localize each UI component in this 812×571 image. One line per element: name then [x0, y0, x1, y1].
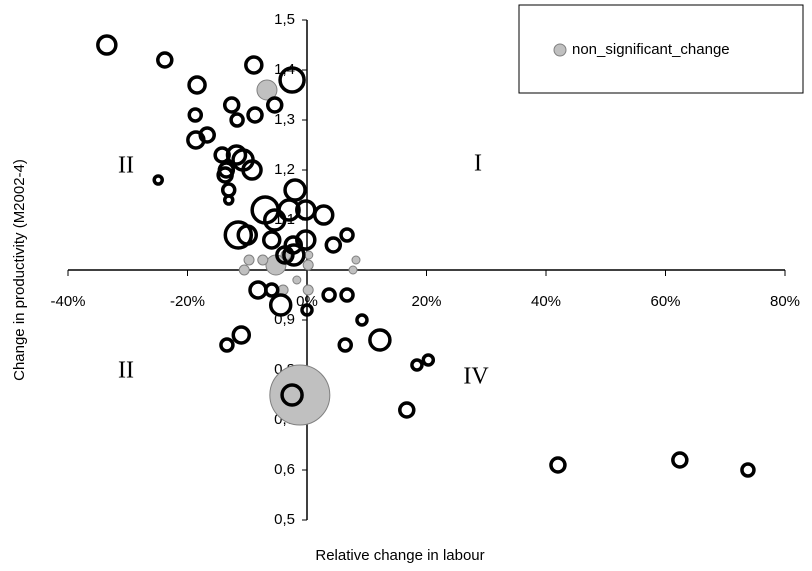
bubble: [238, 264, 250, 276]
y-tick-label: 1,2: [274, 161, 295, 178]
x-tick-label: 20%: [411, 293, 441, 310]
ring-bubble: [549, 456, 567, 474]
quadrant-label: I: [474, 151, 482, 177]
ring-bubble: [219, 337, 235, 353]
ring-bubble: [337, 337, 353, 353]
ring-bubble: [410, 358, 424, 372]
bubble: [269, 364, 331, 426]
ring-bubble: [339, 227, 355, 243]
ring-bubble: [152, 174, 164, 186]
quadrant-label: II: [118, 358, 134, 384]
ring-bubble: [280, 383, 304, 407]
bubble: [256, 79, 278, 101]
ring-bubble: [187, 107, 204, 123]
y-tick-label: 1,5: [274, 11, 295, 28]
ring-bubble: [248, 280, 268, 300]
ring-bubble: [220, 182, 237, 198]
ring-bubble: [398, 401, 416, 419]
bubble: [304, 250, 314, 260]
y-tick-label: 1,3: [274, 111, 295, 128]
bubble: [292, 275, 302, 285]
ring-bubble: [262, 208, 287, 232]
ring-bubble: [265, 96, 284, 114]
ring-bubble: [263, 282, 280, 298]
ring-bubble: [156, 51, 174, 69]
ring-bubble: [324, 236, 343, 254]
ring-bubble: [236, 224, 258, 246]
ring-bubble: [244, 55, 264, 75]
ring-bubble: [198, 126, 216, 144]
ring-bubble: [671, 451, 689, 469]
ring-bubble: [355, 313, 369, 327]
x-tick-label: 80%: [770, 293, 800, 310]
x-tick-label: 40%: [531, 293, 561, 310]
ring-bubble: [295, 229, 317, 251]
ring-bubble: [339, 287, 355, 303]
x-tick-label: -20%: [170, 293, 205, 310]
ring-bubble: [268, 293, 293, 317]
x-tick-label: 60%: [650, 293, 680, 310]
ring-bubble: [278, 66, 306, 94]
ring-bubble: [229, 112, 245, 128]
x-tick-label: -40%: [50, 293, 85, 310]
legend-marker: [553, 43, 567, 57]
bubble: [243, 254, 255, 266]
ring-bubble: [321, 287, 337, 303]
ring-bubble: [231, 325, 252, 345]
ring-bubble: [261, 230, 282, 250]
quadrant-label: II: [118, 153, 134, 179]
quadrant-label: IV: [463, 364, 489, 390]
bubble: [348, 265, 358, 275]
bubble: [257, 254, 269, 266]
ring-bubble: [216, 166, 234, 184]
ring-bubble: [222, 96, 241, 114]
ring-bubble: [187, 75, 207, 95]
ring-bubble: [312, 204, 335, 226]
bubble: [302, 259, 314, 271]
y-tick-label: 0,6: [274, 461, 295, 478]
ring-bubble: [368, 328, 392, 352]
ring-bubble: [275, 245, 295, 265]
bubble: [302, 284, 314, 296]
ring-bubble: [283, 178, 307, 202]
bubble: [351, 255, 361, 265]
ring-bubble: [421, 353, 436, 367]
y-tick-label: 0,5: [274, 511, 295, 528]
ring-bubble: [282, 243, 306, 267]
x-tick-label: 0%: [296, 293, 318, 310]
y-axis-title: Change in productivity (M2002-4): [11, 159, 28, 381]
ring-bubble: [300, 303, 314, 317]
legend-label: non_significant_change: [572, 41, 730, 58]
ring-bubble: [246, 106, 264, 124]
ring-bubble: [96, 34, 118, 56]
ring-bubble: [223, 220, 254, 250]
ring-bubble: [225, 144, 248, 166]
x-axis-title: Relative change in labour: [315, 547, 484, 564]
ring-bubble: [740, 462, 756, 478]
ring-bubble: [222, 194, 235, 206]
ring-bubble: [241, 159, 263, 181]
